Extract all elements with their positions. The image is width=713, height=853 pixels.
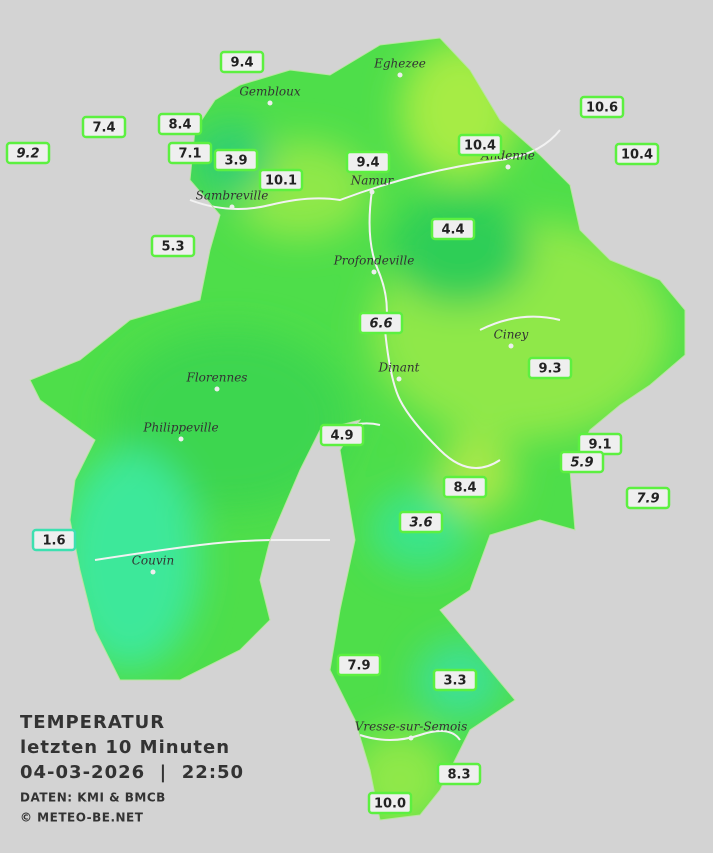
station-value: 10.6 [586, 101, 618, 116]
station-box [436, 762, 482, 786]
legend-source: DATEN: KMI & BMCB [20, 791, 166, 805]
station-box [336, 653, 382, 677]
town-label: Profondeville [333, 254, 415, 268]
station-value: 9.4 [356, 156, 379, 171]
stations: 9.4 7.4 8.4 9.2 7.1 3.9 10.1 9.4 10.4 10.6 10.4 5.3… [5, 50, 671, 815]
station-value: 10.4 [464, 139, 496, 154]
station-box [457, 133, 503, 157]
station-box [258, 168, 304, 192]
station-box [367, 791, 413, 815]
town-dot [229, 204, 235, 210]
station-box [559, 450, 605, 474]
station-value: 7.9 [347, 659, 370, 674]
station-value: 9.4 [230, 56, 253, 71]
station-box [579, 95, 625, 119]
station-value: 7.4 [92, 121, 115, 136]
town-label: Florennes [186, 371, 248, 385]
station-box [219, 50, 265, 74]
station-box [430, 217, 476, 241]
town-dot [369, 189, 375, 195]
gradient-blobs [60, 40, 670, 820]
station-value: 8.4 [168, 118, 191, 133]
town-dot [267, 100, 273, 106]
town-label: Vresse-sur-Semois [355, 720, 468, 734]
station-value: 9.3 [538, 362, 561, 377]
town-label: Namur [350, 174, 395, 188]
town-dot [150, 569, 156, 575]
station-box [150, 234, 196, 258]
station-box [5, 141, 51, 165]
station-box [625, 486, 671, 510]
station-box [167, 141, 213, 165]
town-dot [371, 269, 377, 275]
town-dot [214, 386, 220, 392]
station-box [81, 115, 127, 139]
legend-copyright: © METEO-BE.NET [20, 811, 144, 825]
station-value: 10.0 [374, 797, 406, 812]
station-value: 6.6 [369, 317, 392, 332]
town-label: Eghezee [373, 57, 426, 71]
station-value: 9.1 [588, 438, 611, 453]
town-label: Sambreville [196, 189, 269, 203]
station-box [345, 150, 391, 174]
station-value: 1.6 [42, 534, 65, 549]
legend-timestamp: 04-03-2026 | 22:50 [20, 762, 244, 783]
town-dot [408, 735, 414, 741]
station-value: 4.9 [330, 429, 353, 444]
station-box [157, 112, 203, 136]
station-value: 3.9 [224, 154, 247, 169]
town-label: Dinant [378, 361, 420, 375]
town-dot [505, 164, 511, 170]
station-value: 3.6 [409, 516, 432, 531]
station-value: 9.2 [16, 147, 39, 162]
station-value: 10.4 [621, 148, 653, 163]
station-box [31, 528, 77, 552]
station-value: 3.3 [443, 674, 466, 689]
legend-period: letzten 10 Minuten [20, 737, 230, 758]
station-value: 8.4 [453, 481, 476, 496]
station-box [213, 148, 259, 172]
station-value: 4.4 [441, 223, 464, 238]
town-label: Gembloux [239, 85, 301, 99]
rivers [94, 129, 561, 741]
station-box [614, 142, 660, 166]
town-dot [508, 343, 514, 349]
town-dot [397, 72, 403, 78]
station-box [432, 668, 478, 692]
station-value: 5.9 [570, 456, 593, 471]
station-value: 5.3 [161, 240, 184, 255]
station-box [527, 356, 573, 380]
towns: EghezeeGemblouxAndenneNamurSambrevillePr… [132, 57, 535, 741]
station-value: 7.9 [636, 492, 659, 507]
station-box [442, 475, 488, 499]
town-label: Couvin [132, 554, 174, 568]
station-value: 7.1 [178, 147, 201, 162]
station-box [358, 311, 404, 335]
town-dot [178, 436, 184, 442]
legend-title: TEMPERATUR [20, 712, 165, 733]
station-box [319, 423, 365, 447]
station-value: 10.1 [265, 174, 297, 189]
station-box [398, 510, 444, 534]
town-label: Philippeville [142, 421, 218, 435]
town-label: Ciney [494, 328, 529, 342]
station-value: 8.3 [447, 768, 470, 783]
town-dot [396, 376, 402, 382]
